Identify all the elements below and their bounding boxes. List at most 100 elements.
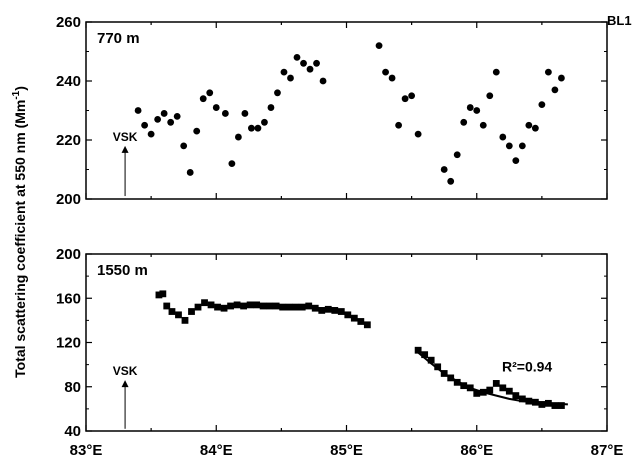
panel2-data-point [298,303,306,311]
panel1-data-point [447,177,455,185]
y-axis-label-unit-exponent: -1 [11,90,22,99]
panel2-fit-curve [417,351,568,406]
panel2-data-point [414,346,422,354]
panel1-data-point [221,110,229,117]
panel1-data-point [234,133,242,141]
panel1-data-point [375,42,383,49]
panel2-data-point [168,308,176,315]
panel2-data-point [279,303,287,311]
panel2-data-point [518,395,526,403]
panel2-vsk-label: VSK [113,364,138,378]
panel2-vsk-arrow-head [121,380,129,388]
panel1-data-point [280,68,288,76]
panel2-y-tick-label: 80 [64,379,81,396]
panel2-data-point [163,302,171,310]
panel1-data-point [254,124,262,132]
panel1-data-point [414,130,422,138]
panel1-data-point [518,142,526,150]
panel1-data-point [248,124,255,132]
panel2-data-point [155,291,163,299]
panel1-data-point [293,54,301,61]
panel2-data-point [266,302,274,310]
panel1-data-point [408,92,416,100]
panel2-data-point [486,386,494,394]
panel1-y-tick-label: 240 [56,73,81,90]
panel1-data-point [134,107,142,114]
panel2-y-tick-label: 40 [64,423,81,440]
x-tick-label: 83°E [70,442,103,459]
panel1-data-point [199,95,207,103]
panel1-data-point [460,118,468,126]
panel1-data-point [505,142,513,150]
panel2-data-point [175,311,182,319]
panel2-data-point [363,321,371,329]
panel1-data-point [319,77,327,85]
panel2-y-tick-label: 120 [56,335,81,352]
panel2-data-point [311,304,319,312]
panel1-y-tick-label: 200 [56,191,81,208]
panel2-data-point [538,401,546,408]
panel1-data-point [453,151,461,159]
panel2-data-point [159,290,167,298]
panel1-data-point [287,74,294,82]
panel2-data-point [188,308,195,315]
panel2-data-point [240,302,248,310]
panel2-data-point [492,380,500,387]
panel2-data-point [337,308,345,315]
panel1-data-point [193,127,201,135]
panel2-data-point [233,301,241,309]
panel2-data-point [344,311,352,319]
panel1-y-tick-label: 220 [56,132,81,149]
panel2-data-point [499,384,507,392]
panel1-y-tick-label: 260 [56,14,81,31]
panel1-data-point [492,68,500,76]
panel1-data-point [313,59,320,67]
panel2-data-point [473,389,481,397]
panel1-data-point [274,89,281,97]
panel2-r-squared-label: R²=0.94 [502,358,552,374]
panel1-data-point [206,89,214,97]
panel1-data-point [300,59,307,67]
panel1-data-point [558,74,565,82]
panel1-data-point [512,157,520,165]
panel1-data-point [551,86,559,94]
panel1-data-point [267,104,275,111]
panel2-data-point [227,302,234,310]
x-tick-label: 84°E [200,442,233,459]
panel2-data-point [285,303,293,311]
panel1-data-point [160,110,168,117]
panel1-data-point [228,160,236,168]
panel1-data-point [401,95,409,103]
panel2-data-point [421,351,429,359]
y-axis-label-text: Total scattering coefficient at 550 nm (… [12,100,28,378]
panel1-data-point [440,166,448,173]
panel2-y-tick-label: 160 [56,290,81,307]
panel1-data-point [486,92,494,100]
y-axis-label-close: ) [12,86,28,91]
panel1-data-point [395,121,402,129]
panel1-data-point [241,110,249,117]
panel2-data-point [292,303,300,311]
panel2-data-point [272,302,280,310]
panel2-data-point [194,303,202,311]
panel2-data-point [259,302,267,310]
panel1-data-point [473,107,481,114]
panel1-vsk-arrow-head [121,145,129,153]
panel2-data-point [512,392,520,399]
panel1-data-point [147,130,155,138]
y-axis-label: Total scattering coefficient at 550 nm (… [11,86,28,378]
panel1-data-point [306,65,314,73]
panel2-altitude-label: 1550 m [97,262,148,279]
panel1-data-point [382,68,389,76]
panel1-data-point [499,133,507,141]
panel1-data-point [479,121,487,129]
panel2-data-point [201,299,208,307]
panel1-data-point [212,104,220,111]
panel1-data-point [538,101,546,108]
panel2-data-point [305,302,313,310]
corner-label: BL1 [607,13,632,28]
panel2-data-point [181,316,189,324]
panel1-data-point [167,118,175,126]
panel-770m: 200 220 240 260 770 m VSK [56,14,608,208]
